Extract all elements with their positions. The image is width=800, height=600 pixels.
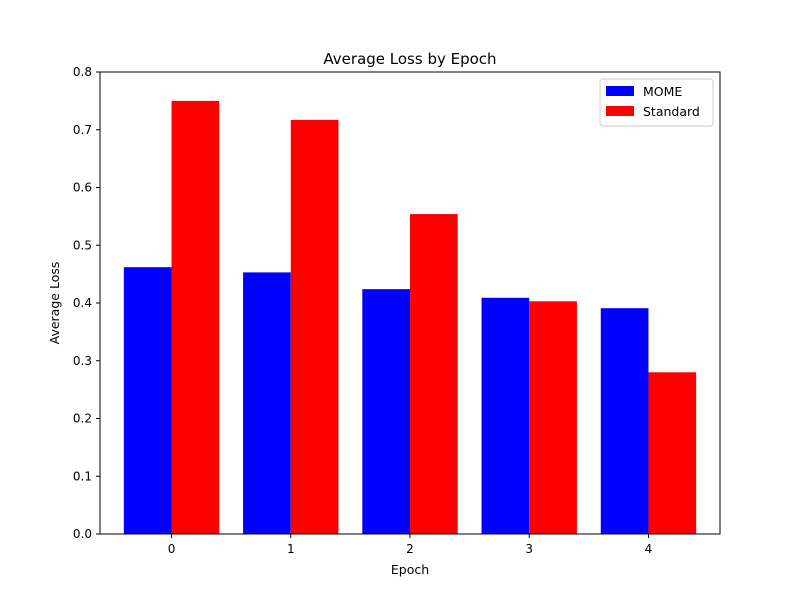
legend-label-standard: Standard — [643, 104, 700, 119]
bar-standard-epoch-2 — [410, 214, 458, 534]
bars-group — [123, 100, 697, 535]
y-tick-label: 0.6 — [73, 181, 92, 195]
y-tick-label: 0.3 — [73, 354, 92, 368]
x-axis-label: Epoch — [391, 562, 429, 577]
x-tick-label: 2 — [406, 542, 414, 556]
bar-mome-epoch-0 — [123, 267, 172, 534]
bar-mome-epoch-3 — [481, 297, 530, 534]
x-tick-label: 4 — [645, 542, 653, 556]
y-axis: 0.0 0.1 0.2 0.3 0.4 0.5 0.6 0.7 0.8 — [73, 65, 100, 541]
bar-mome-epoch-1 — [243, 272, 291, 534]
bar-mome-epoch-2 — [362, 289, 410, 534]
legend-swatch-standard — [606, 106, 634, 116]
y-tick-label: 0.4 — [73, 296, 92, 310]
x-tick-label: 0 — [168, 542, 176, 556]
x-tick-label: 3 — [525, 542, 533, 556]
bar-standard-epoch-3 — [529, 301, 577, 534]
y-tick-label: 0.5 — [73, 238, 92, 252]
bar-standard-epoch-0 — [171, 100, 220, 535]
bar-standard-epoch-1 — [290, 119, 339, 535]
legend-label-mome: MOME — [643, 84, 682, 99]
chart-title: Average Loss by Epoch — [323, 50, 496, 68]
y-tick-label: 0.1 — [73, 469, 92, 483]
x-tick-label: 1 — [287, 542, 295, 556]
bar-mome-epoch-4 — [600, 308, 649, 534]
bar-standard-epoch-4 — [648, 372, 697, 534]
x-axis: 0 1 2 3 4 — [168, 534, 653, 556]
y-tick-label: 0.7 — [73, 123, 92, 137]
legend: MOME Standard — [599, 78, 714, 127]
y-axis-label: Average Loss — [47, 262, 62, 345]
y-tick-label: 0.2 — [73, 412, 92, 426]
y-tick-label: 0.8 — [73, 65, 92, 79]
y-tick-label: 0.0 — [73, 527, 92, 541]
legend-swatch-mome — [606, 86, 634, 96]
